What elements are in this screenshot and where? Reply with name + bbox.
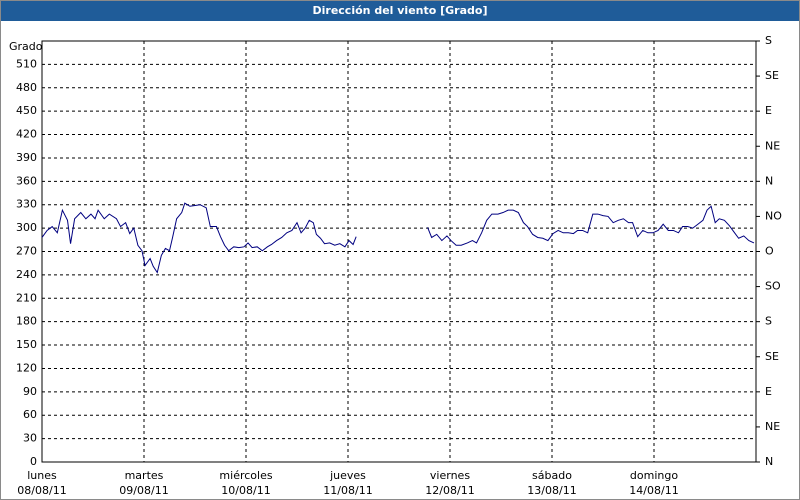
y-tick-label: 420 <box>16 128 37 141</box>
y-tick-label: 180 <box>16 315 37 328</box>
y-tick-label: 30 <box>23 432 37 445</box>
y2-tick-label: N <box>765 455 773 468</box>
x-tick-label: viernes 12/08/11 <box>425 469 475 497</box>
y-tick-label: 390 <box>16 151 37 164</box>
y2-tick-label: E <box>765 385 772 398</box>
y2-tick-label: SE <box>765 69 779 82</box>
x-tick-label: domingo 14/08/11 <box>629 469 679 497</box>
y-tick-label: 270 <box>16 245 37 258</box>
y-tick-label: 300 <box>16 221 37 234</box>
y2-tick-label: NE <box>765 420 780 433</box>
y2-tick-label: NO <box>765 209 782 222</box>
y-tick-label: 0 <box>30 455 37 468</box>
y-tick-label: 90 <box>23 385 37 398</box>
y-tick-label: 450 <box>16 104 37 117</box>
y2-tick-label: E <box>765 104 772 117</box>
x-tick-label: miércoles 10/08/11 <box>219 469 273 497</box>
y2-tick-label: O <box>765 245 774 258</box>
data-line <box>41 202 755 274</box>
y2-tick-label: SE <box>765 350 779 363</box>
x-tick-label: jueves 11/08/11 <box>323 469 373 497</box>
chart-title: Dirección del viento [Grado] <box>1 1 799 21</box>
y-tick-label: 240 <box>16 268 37 281</box>
x-tick-label: martes 09/08/11 <box>119 469 169 497</box>
y-tick-label: 480 <box>16 81 37 94</box>
y2-tick-label: SO <box>765 280 781 293</box>
y2-tick-label: S <box>765 34 772 47</box>
y2-tick-label: S <box>765 315 772 328</box>
y-tick-label: 150 <box>16 338 37 351</box>
y2-tick-label: NE <box>765 139 780 152</box>
x-tick-label: lunes 08/08/11 <box>17 469 67 497</box>
y-tick-label: 210 <box>16 291 37 304</box>
y-axis-label: Grado <box>9 40 43 53</box>
y-tick-label: 330 <box>16 198 37 211</box>
y-tick-label: 60 <box>23 408 37 421</box>
y-tick-label: 510 <box>16 57 37 70</box>
x-tick-label: sábado 13/08/11 <box>527 469 577 497</box>
y-tick-label: 360 <box>16 174 37 187</box>
y-tick-label: 120 <box>16 361 37 374</box>
y2-tick-label: N <box>765 174 773 187</box>
